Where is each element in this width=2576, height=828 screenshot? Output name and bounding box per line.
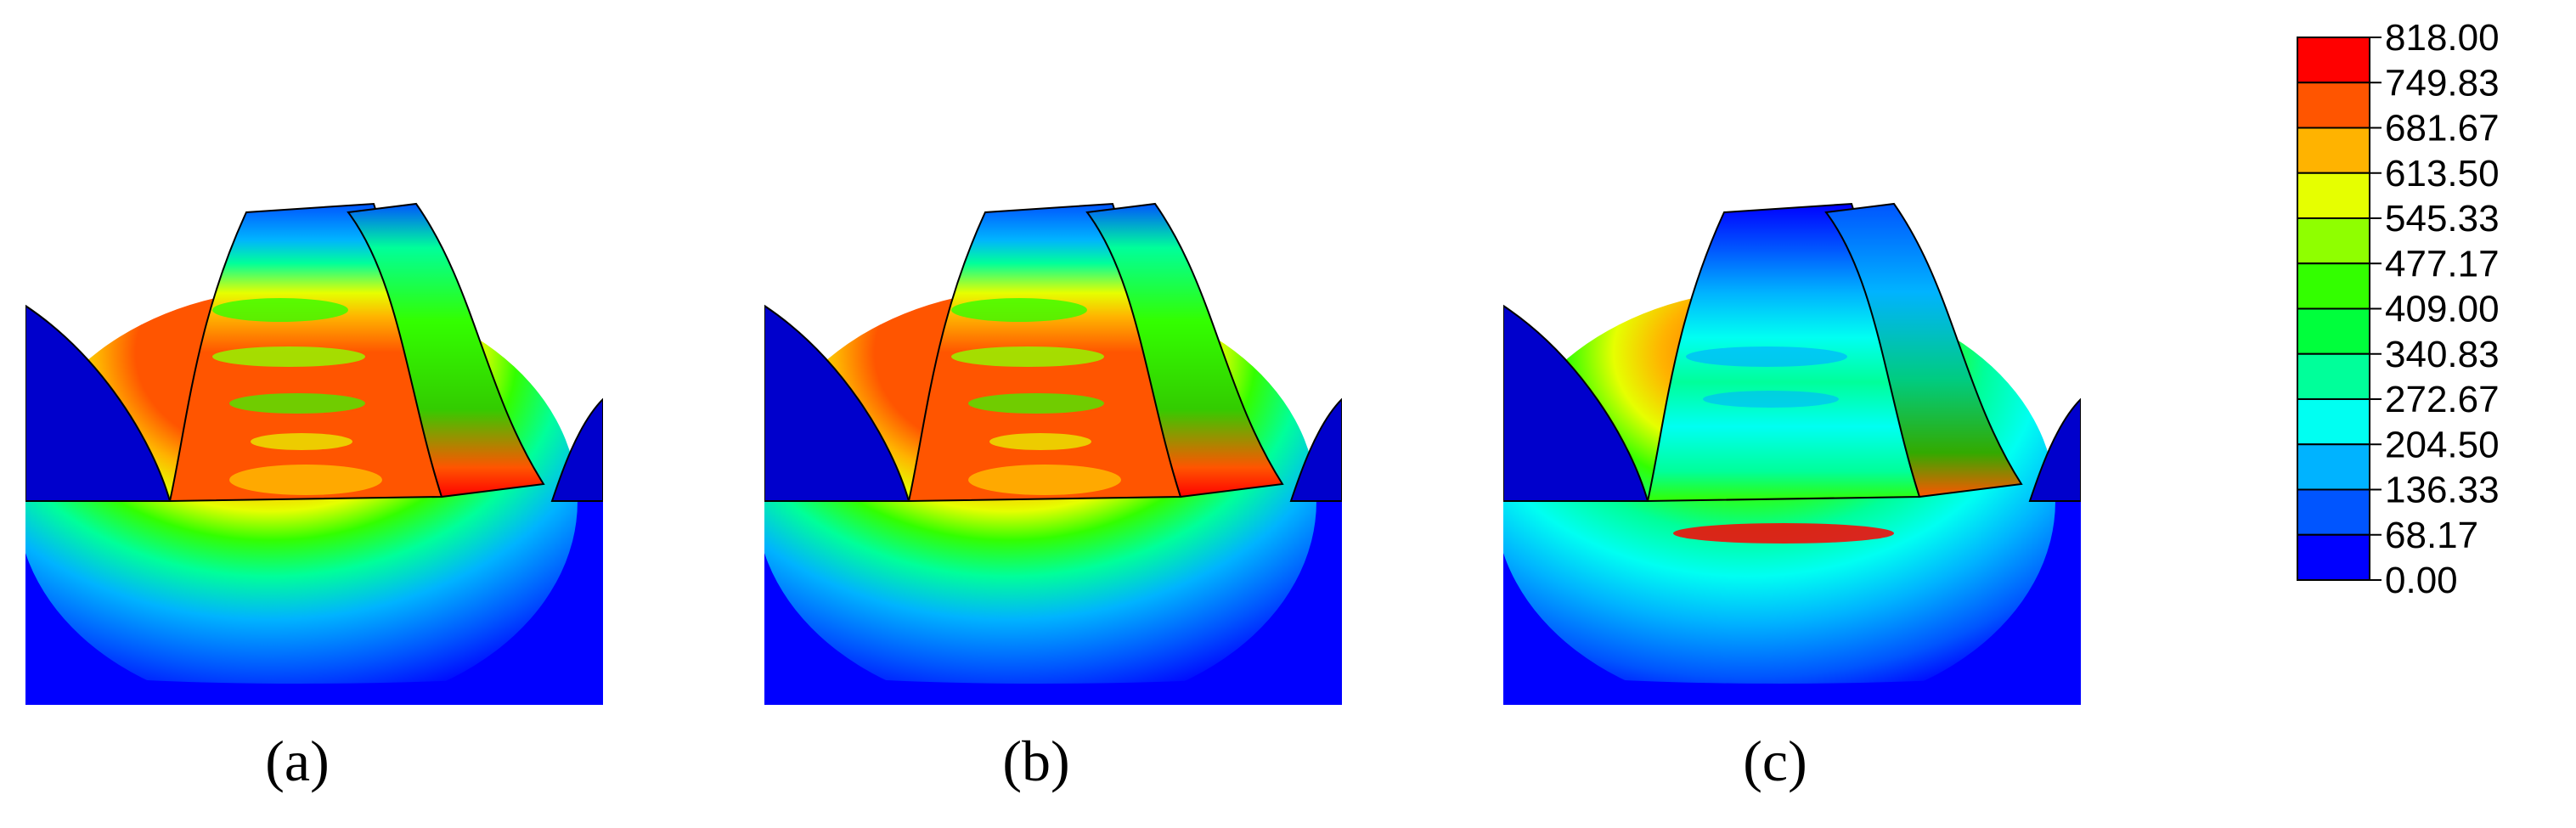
legend-color-swatch <box>2297 172 2370 219</box>
legend-color-swatch <box>2297 533 2370 581</box>
legend-color-swatch <box>2297 307 2370 355</box>
gear-tooth-stress-plot-b <box>764 202 1342 705</box>
legend-tick-label: 409.00 <box>2385 289 2500 330</box>
legend-tick-label: 68.17 <box>2385 515 2478 556</box>
legend-tick-label: 613.50 <box>2385 153 2500 194</box>
legend-color-swatch <box>2297 262 2370 310</box>
legend-tick-label: 545.33 <box>2385 198 2500 239</box>
legend-color-swatch <box>2297 127 2370 174</box>
legend-color-swatch <box>2297 488 2370 536</box>
legend-tick-label: 818.00 <box>2385 17 2500 59</box>
legend-tick-label: 340.83 <box>2385 334 2500 375</box>
legend-color-swatch <box>2297 352 2370 400</box>
legend-color-swatch <box>2297 217 2370 265</box>
gear-tooth-stress-plot-c <box>1503 202 2081 705</box>
legend-color-swatch <box>2297 398 2370 446</box>
legend-color-swatch <box>2297 82 2370 129</box>
gear-tooth-stress-plot-a <box>25 202 603 705</box>
legend-tick-label: 136.33 <box>2385 470 2500 511</box>
contour-panel-a <box>0 0 628 730</box>
legend-tick-label: 272.67 <box>2385 379 2500 420</box>
caption-a: (a) <box>265 729 330 793</box>
caption-b: (b) <box>1002 729 1070 793</box>
legend-color-swatch <box>2297 37 2370 84</box>
contour-panel-c <box>1478 0 2106 730</box>
caption-c: (c) <box>1743 729 1807 793</box>
stress-color-legend: 818.00 749.83 681.67 613.50 545.33 477.17 409.… <box>2208 0 2576 645</box>
legend-tick-label: 749.83 <box>2385 62 2500 104</box>
contour-panel-b <box>739 0 1367 730</box>
legend-tick-label: 0.00 <box>2385 560 2458 601</box>
legend-tick-label: 477.17 <box>2385 243 2500 284</box>
legend-color-swatch <box>2297 443 2370 491</box>
legend-tick-label: 204.50 <box>2385 424 2500 465</box>
legend-tick-label: 681.67 <box>2385 108 2500 149</box>
